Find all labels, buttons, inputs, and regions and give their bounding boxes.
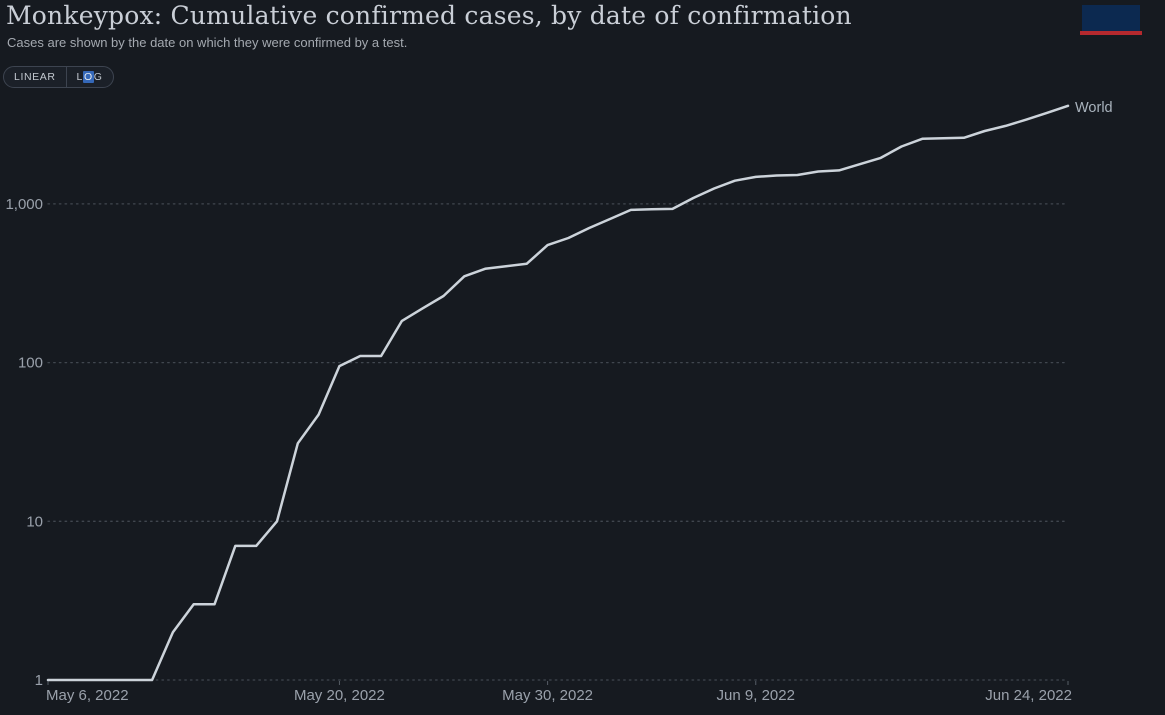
owid-logo-box-icon [1082, 5, 1140, 31]
x-axis-label: Jun 24, 2022 [985, 687, 1072, 704]
x-axis-label: Jun 9, 2022 [717, 687, 795, 704]
series-line-world[interactable] [46, 104, 1070, 682]
y-axis-label: 10 [26, 513, 43, 530]
x-axis-label: May 30, 2022 [502, 687, 593, 704]
x-axis-label: May 6, 2022 [46, 687, 129, 704]
linear-scale-button[interactable]: LINEAR [4, 67, 67, 87]
y-axis-label: 100 [18, 355, 43, 372]
page-subtitle: Cases are shown by the date on which the… [7, 35, 408, 50]
log-label-highlight: O [82, 71, 94, 83]
owid-logo-red-bar-icon [1080, 31, 1142, 35]
owid-logo[interactable] [1080, 5, 1142, 35]
y-axis-label: 1,000 [5, 196, 43, 213]
series-label-world: World [1075, 100, 1113, 116]
y-axis-label: 1 [35, 672, 43, 689]
page-title: Monkeypox: Cumulative confirmed cases, b… [6, 1, 852, 30]
log-label-pre: L [76, 71, 83, 83]
log-label-post: G [93, 71, 103, 83]
x-axis-label: May 20, 2022 [294, 687, 385, 704]
